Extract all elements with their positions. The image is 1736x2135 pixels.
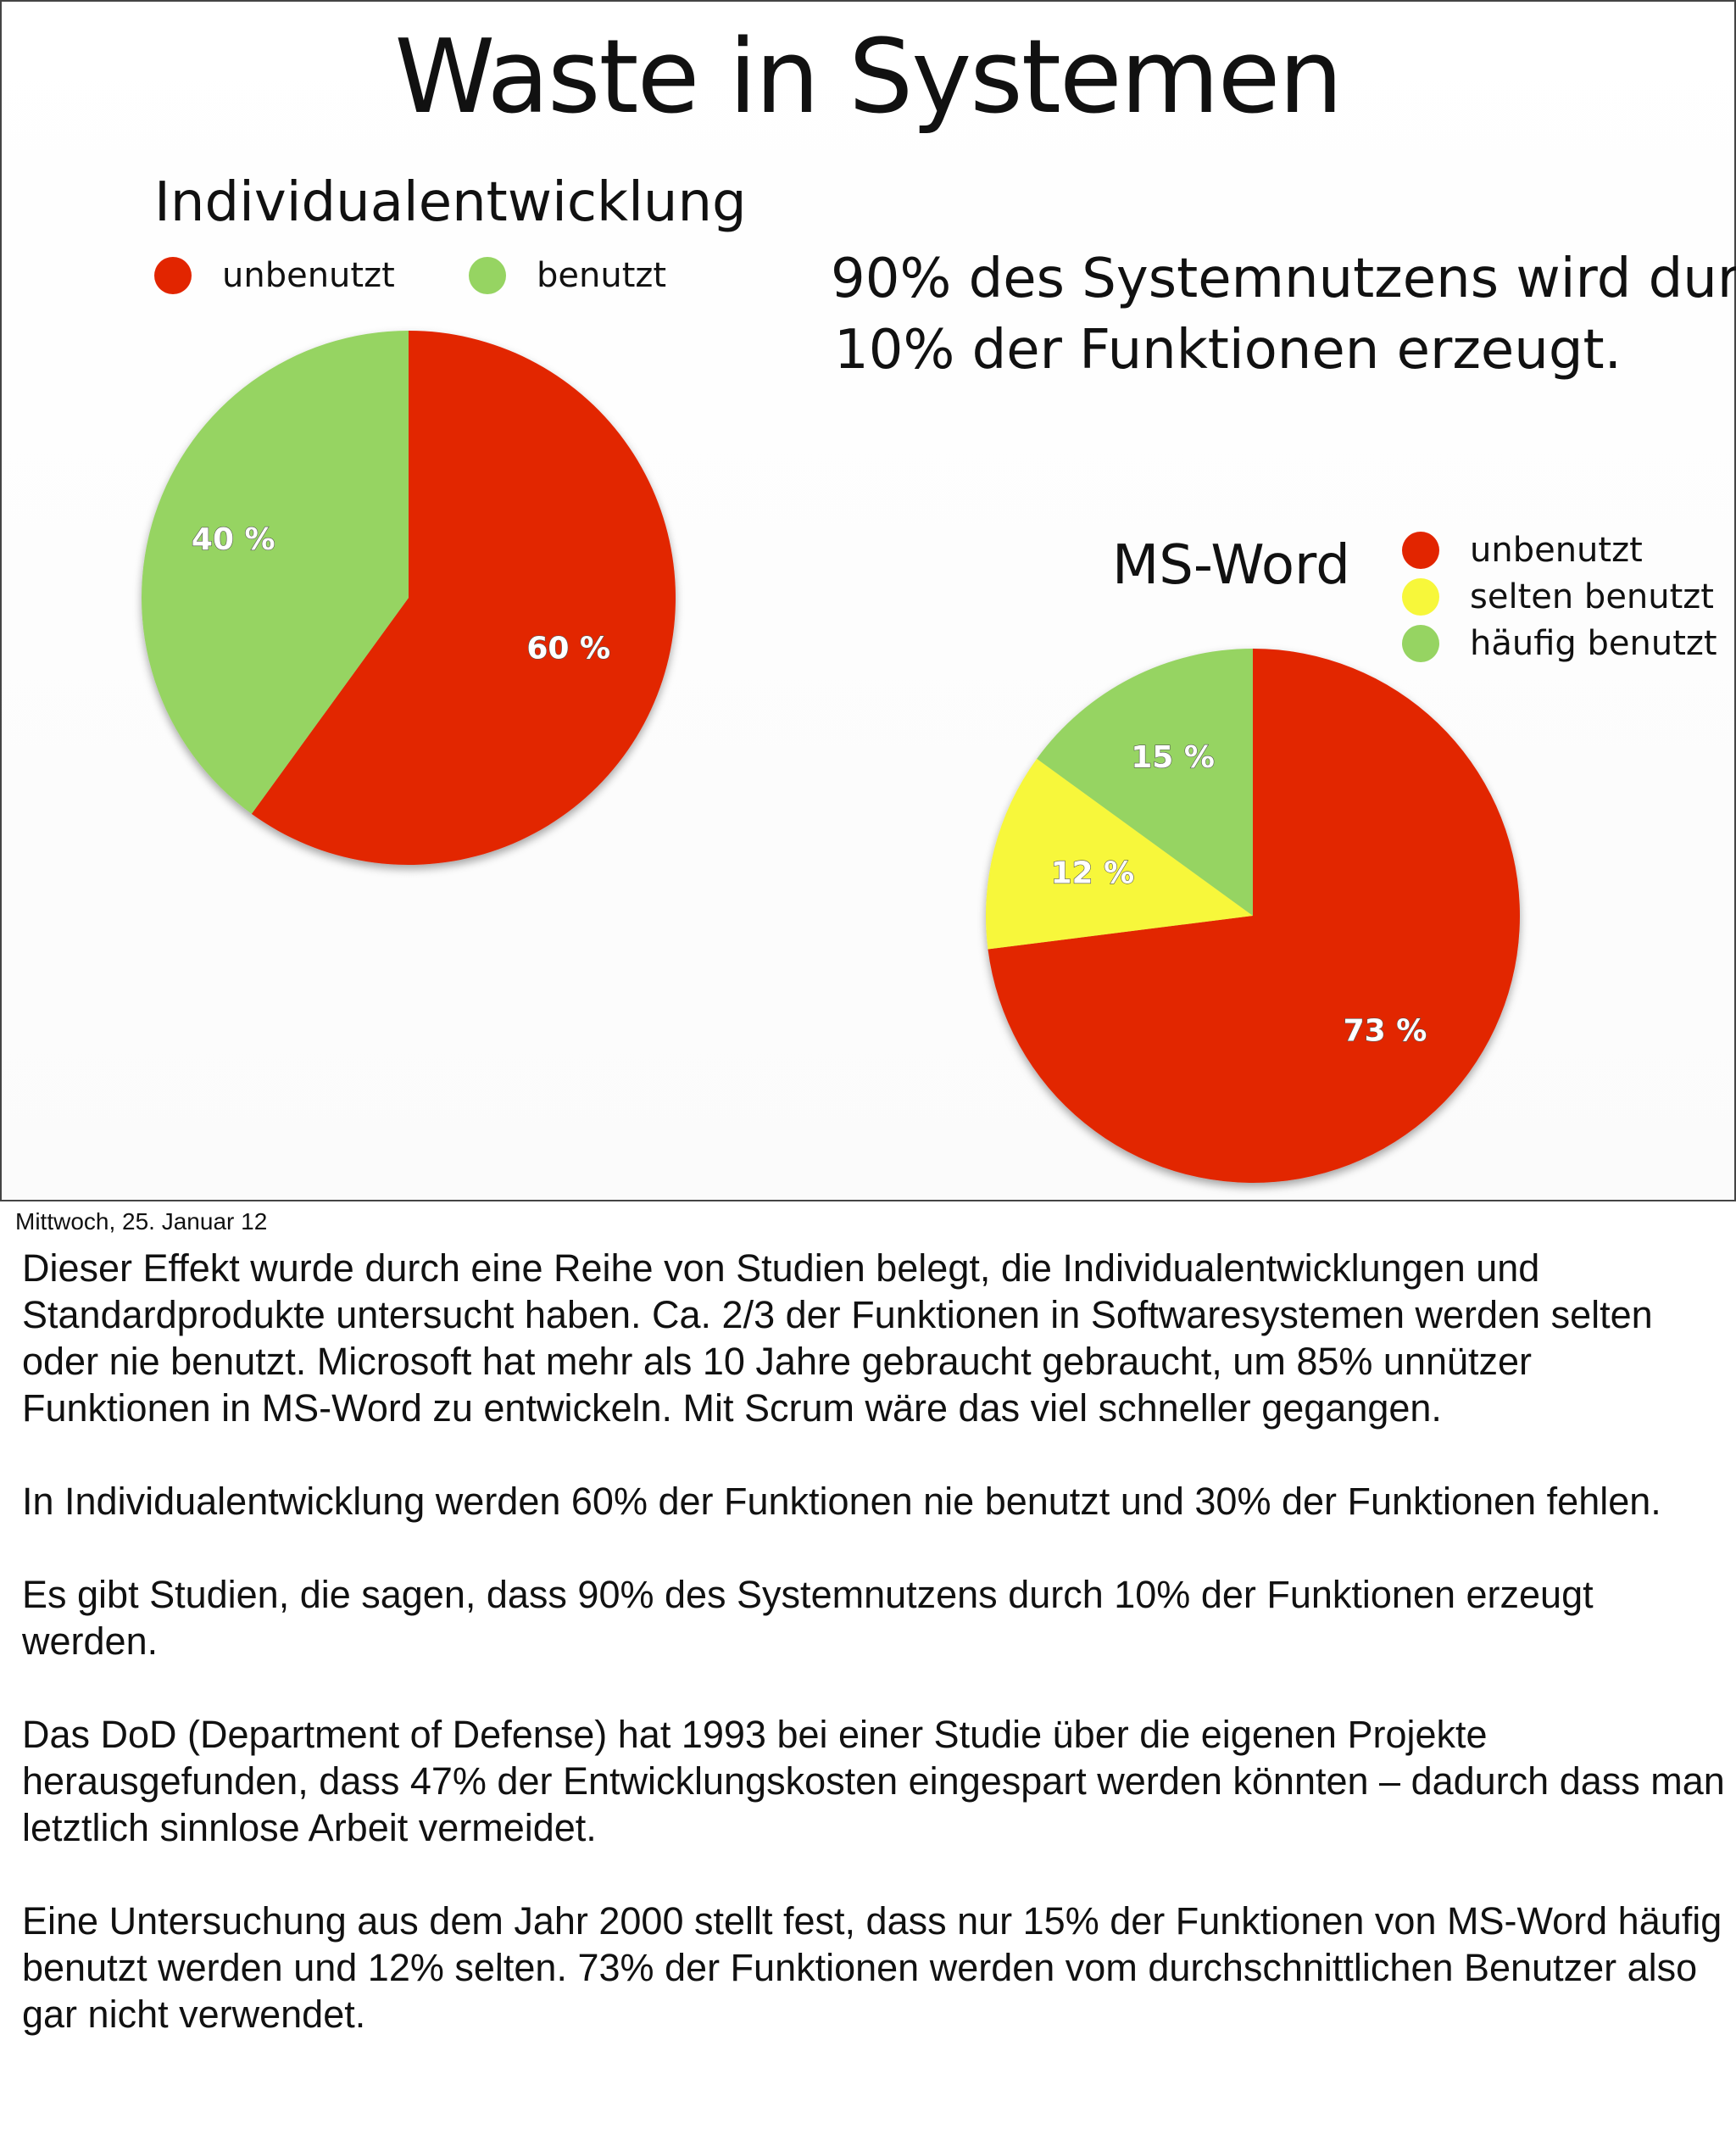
legend-dot-yellow-icon (1402, 578, 1439, 616)
notes-paragraph: Das DoD (Department of Defense) hat 1993… (22, 1713, 1725, 1849)
legend-item-benutzt: benutzt (469, 256, 666, 295)
pie-value-label: 12 % (1050, 856, 1134, 890)
legend-item-unbenutzt: unbenutzt (154, 256, 395, 295)
pie-slice-unbenutzt (988, 649, 1520, 1183)
pie-slice-selten-benutzt (986, 758, 1253, 950)
notes-paragraph: Dieser Effekt wurde durch eine Reihe von… (22, 1246, 1653, 1430)
notes-paragraph: Eine Untersuchung aus dem Jahr 2000 stel… (22, 1899, 1722, 2036)
chart-title-individualentwicklung: Individualentwicklung (154, 171, 747, 234)
pie-value-label: 60 % (526, 631, 610, 666)
pie-slice-benutzt (141, 331, 409, 814)
legend-label: selten benutzt (1470, 577, 1714, 616)
pie-value-label: 40 % (192, 522, 275, 557)
pie-slices (986, 649, 1520, 1183)
chart-title-ms-word: MS-Word (1112, 534, 1350, 597)
legend-item-unbenutzt: unbenutzt (1402, 531, 1643, 570)
pie-slice-unbenutzt (251, 331, 676, 865)
legend-label: unbenutzt (222, 256, 395, 295)
pie-value-label: 73 % (1344, 1013, 1427, 1048)
legend-dot-green-icon (469, 257, 506, 294)
legend-label: unbenutzt (1470, 531, 1643, 570)
legend-item-haeufig-benutzt: häufig benutzt (1402, 624, 1717, 663)
legend-dot-red-icon (154, 257, 192, 294)
callout-text: 90% des Systemnutzens wird durch 10% der… (831, 243, 1736, 386)
notes-paragraph: In Individualentwicklung werden 60% der … (22, 1480, 1661, 1523)
pie-slices (141, 331, 676, 865)
pie-chart-individualentwicklung: 60 % 40 % (141, 331, 676, 865)
legend-dot-green-icon (1402, 625, 1439, 662)
legend-label: benutzt (537, 256, 667, 295)
legend-label: häufig benutzt (1470, 624, 1717, 663)
legend-dot-red-icon (1402, 532, 1439, 569)
speaker-notes: Dieser Effekt wurde durch eine Reihe von… (22, 1245, 1726, 2084)
slide-date: Mittwoch, 25. Januar 12 (15, 1208, 268, 1235)
slide: Waste in Systemen Individualentwicklung … (0, 0, 1736, 1201)
callout-line-2: 10% der Funktionen erzeugt. (834, 319, 1622, 382)
legend-item-selten-benutzt: selten benutzt (1402, 577, 1714, 616)
notes-paragraph: Es gibt Studien, die sagen, dass 90% des… (22, 1573, 1594, 1663)
pie-value-label: 15 % (1131, 740, 1215, 775)
pie-slice-häufig-benutzt (1037, 649, 1253, 916)
callout-line-1: 90% des Systemnutzens wird durch (831, 248, 1736, 310)
pie-chart-ms-word: 73 % 12 % 15 % (986, 649, 1520, 1183)
slide-title: Waste in Systemen (394, 19, 1344, 137)
